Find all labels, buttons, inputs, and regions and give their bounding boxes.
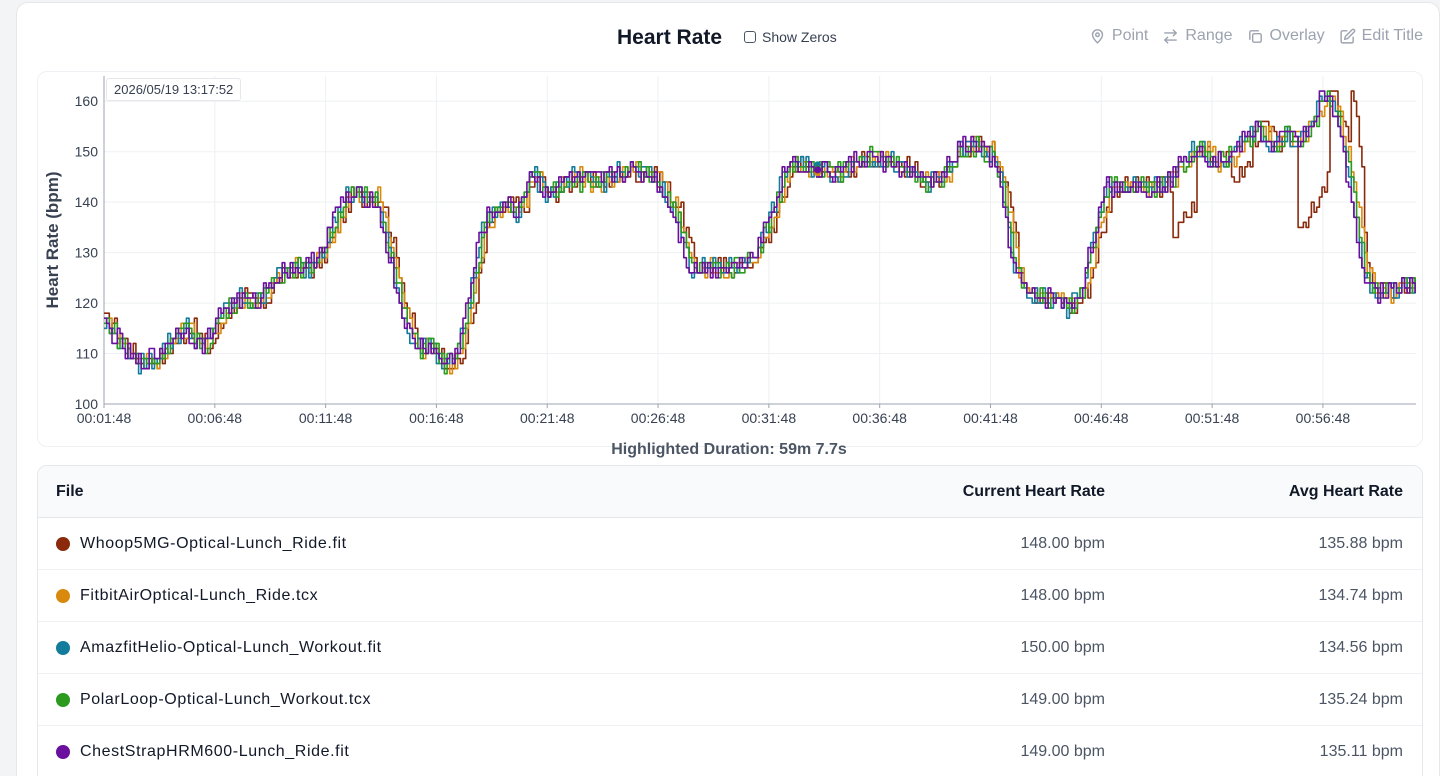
point-tool-label: Point: [1111, 27, 1149, 44]
avg-heart-rate: 134.74 bpm: [1318, 587, 1403, 604]
current-heart-rate: 148.00 bpm: [1020, 587, 1105, 604]
current-heart-rate: 148.00 bpm: [1020, 535, 1105, 552]
series-line: [104, 90, 1416, 375]
avg-heart-rate: 135.24 bpm: [1318, 691, 1403, 708]
avg-heart-rate: 134.56 bpm: [1318, 639, 1403, 656]
x-tick-label: 00:56:48: [1296, 410, 1351, 426]
y-axis-label: Heart Rate (bpm): [43, 172, 62, 309]
show-zeros-label: Show Zeros: [762, 29, 837, 45]
show-zeros-checkbox[interactable]: [744, 31, 756, 43]
range-tool-button[interactable]: Range: [1162, 27, 1233, 45]
table-row[interactable]: AmazfitHelio-Optical-Lunch_Workout.fit 1…: [38, 622, 1422, 674]
x-tick-label: 00:16:48: [409, 410, 464, 426]
cursor-timestamp: 2026/05/19 13:17:52: [106, 78, 242, 101]
current-heart-rate: 149.00 bpm: [1020, 743, 1105, 760]
y-tick-label: 110: [76, 346, 99, 362]
table-row[interactable]: ChestStrapHRM600-Lunch_Ride.fit 149.00 b…: [38, 726, 1422, 776]
avg-heart-rate: 135.11 bpm: [1319, 743, 1403, 760]
header-avg-heart-rate: Avg Heart Rate: [1288, 483, 1403, 500]
table-row[interactable]: FitbitAirOptical-Lunch_Ride.tcx 148.00 b…: [38, 570, 1422, 622]
file-name: Whoop5MG-Optical-Lunch_Ride.fit: [80, 535, 347, 552]
file-table: File Current Heart Rate Avg Heart Rate W…: [37, 465, 1423, 776]
current-heart-rate: 150.00 bpm: [1020, 639, 1105, 656]
x-tick-label: 00:26:48: [631, 410, 686, 426]
copy-icon: [1248, 29, 1262, 43]
overlay-tool-label: Overlay: [1269, 27, 1325, 44]
show-zeros-toggle[interactable]: Show Zeros: [744, 29, 837, 45]
x-tick-label: 00:31:48: [742, 410, 797, 426]
series-color-dot: [56, 641, 70, 655]
header-current-heart-rate: Current Heart Rate: [962, 483, 1105, 500]
cursor-point: [814, 166, 822, 174]
series-color-dot: [56, 589, 70, 603]
y-tick-label: 160: [75, 93, 99, 109]
chart-toolbar: Point Range Overlay Edit Title: [1089, 27, 1423, 45]
x-tick-label: 00:51:48: [1185, 410, 1240, 426]
current-heart-rate: 149.00 bpm: [1020, 691, 1105, 708]
table-row[interactable]: PolarLoop-Optical-Lunch_Workout.tcx 149.…: [38, 674, 1422, 726]
file-name: AmazfitHelio-Optical-Lunch_Workout.fit: [80, 639, 382, 656]
edit-icon: [1340, 28, 1355, 44]
chart-title: Heart Rate: [617, 26, 723, 49]
x-tick-label: 00:36:48: [852, 410, 907, 426]
series-color-dot: [56, 693, 70, 707]
file-name: ChestStrapHRM600-Lunch_Ride.fit: [80, 743, 350, 760]
x-tick-label: 00:01:48: [77, 410, 132, 426]
table-row[interactable]: Whoop5MG-Optical-Lunch_Ride.fit 148.00 b…: [38, 518, 1422, 570]
series-line: [104, 95, 1416, 375]
edit-title-button[interactable]: Edit Title: [1339, 27, 1423, 45]
chart-header: Heart Rate Show Zeros Point Range Overla…: [17, 25, 1440, 55]
series-color-dot: [56, 745, 70, 759]
file-name: PolarLoop-Optical-Lunch_Workout.tcx: [80, 691, 372, 708]
y-tick-label: 120: [75, 295, 99, 311]
x-tick-label: 00:41:48: [963, 410, 1018, 426]
x-tick-label: 00:21:48: [520, 410, 575, 426]
heart-rate-card: Heart Rate Show Zeros Point Range Overla…: [16, 2, 1440, 776]
header-file: File: [56, 483, 84, 500]
range-tool-label: Range: [1185, 27, 1233, 44]
x-tick-label: 00:06:48: [188, 410, 243, 426]
series-line: [104, 90, 1416, 370]
x-tick-label: 00:46:48: [1074, 410, 1129, 426]
y-tick-label: 130: [75, 245, 99, 261]
x-tick-label: 00:11:48: [299, 410, 353, 426]
heart-rate-chart[interactable]: 100 110 120 130 140 150 160 00:01:48 00:06:48 00:…: [38, 72, 1424, 448]
highlighted-duration: Highlighted Duration: 59m 7.7s: [611, 441, 847, 458]
map-pin-icon: [1091, 28, 1104, 44]
table-header: File Current Heart Rate Avg Heart Rate: [38, 466, 1422, 518]
edit-title-label: Edit Title: [1361, 27, 1423, 44]
chart-area[interactable]: 100 110 120 130 140 150 160 00:01:48 00:06:48 00:…: [37, 71, 1423, 447]
y-tick-label: 100: [75, 396, 99, 412]
point-tool-button[interactable]: Point: [1089, 27, 1148, 45]
series-line: [104, 95, 1416, 375]
series-line: [104, 90, 1416, 370]
arrows-left-right-icon: [1164, 28, 1178, 44]
y-tick-label: 150: [75, 144, 99, 160]
y-tick-label: 140: [75, 194, 99, 210]
avg-heart-rate: 135.88 bpm: [1318, 535, 1403, 552]
overlay-tool-button[interactable]: Overlay: [1247, 27, 1325, 45]
file-name: FitbitAirOptical-Lunch_Ride.tcx: [80, 587, 319, 604]
series-color-dot: [56, 537, 70, 551]
